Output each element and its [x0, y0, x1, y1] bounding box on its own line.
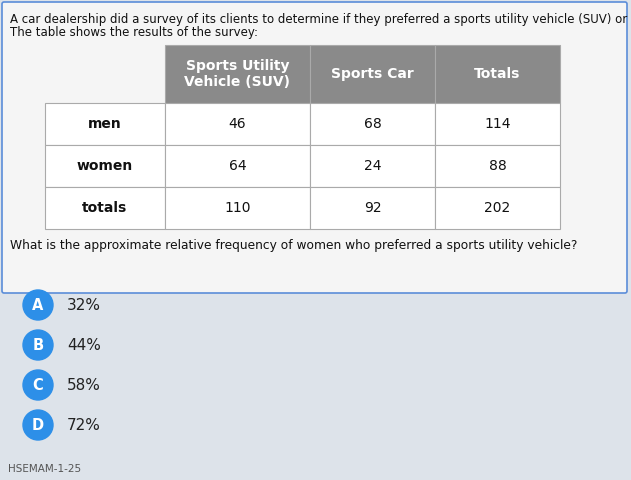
- Text: Totals: Totals: [475, 67, 521, 81]
- Bar: [435, 145, 560, 187]
- Bar: [310, 187, 435, 229]
- Text: The table shows the results of the survey:: The table shows the results of the surve…: [10, 26, 258, 39]
- Bar: [165, 103, 310, 145]
- Text: 88: 88: [488, 159, 506, 173]
- Bar: [165, 187, 310, 229]
- Text: 114: 114: [484, 117, 510, 131]
- Text: 72%: 72%: [67, 418, 101, 432]
- Text: C: C: [33, 377, 44, 393]
- Text: 44%: 44%: [67, 337, 101, 352]
- Bar: [165, 145, 310, 187]
- Text: 202: 202: [485, 201, 510, 215]
- Bar: [310, 145, 435, 187]
- Text: What is the approximate relative frequency of women who preferred a sports utili: What is the approximate relative frequen…: [10, 239, 577, 252]
- Text: 92: 92: [363, 201, 381, 215]
- Text: 58%: 58%: [67, 377, 101, 393]
- Bar: [435, 45, 560, 103]
- Text: A: A: [32, 298, 44, 312]
- Text: 64: 64: [228, 159, 246, 173]
- Text: men: men: [88, 117, 122, 131]
- Text: D: D: [32, 418, 44, 432]
- Bar: [435, 187, 560, 229]
- Bar: [45, 145, 165, 187]
- Bar: [45, 103, 165, 145]
- Bar: [435, 103, 560, 145]
- Text: HSEMAM-1-25: HSEMAM-1-25: [8, 464, 81, 474]
- Bar: [45, 187, 165, 229]
- Bar: [310, 103, 435, 145]
- Text: 32%: 32%: [67, 298, 101, 312]
- FancyBboxPatch shape: [2, 2, 627, 293]
- Text: totals: totals: [83, 201, 127, 215]
- Text: women: women: [77, 159, 133, 173]
- Text: 68: 68: [363, 117, 381, 131]
- Text: B: B: [32, 337, 44, 352]
- Text: 110: 110: [224, 201, 251, 215]
- Bar: [165, 45, 310, 103]
- Text: Sports Utility
Vehicle (SUV): Sports Utility Vehicle (SUV): [184, 59, 290, 89]
- Text: 24: 24: [363, 159, 381, 173]
- Text: A car dealership did a survey of its clients to determine if they preferred a sp: A car dealership did a survey of its cli…: [10, 13, 631, 26]
- Circle shape: [23, 370, 53, 400]
- Text: Sports Car: Sports Car: [331, 67, 414, 81]
- Text: 46: 46: [228, 117, 246, 131]
- Circle shape: [23, 410, 53, 440]
- Circle shape: [23, 330, 53, 360]
- Bar: [310, 45, 435, 103]
- Circle shape: [23, 290, 53, 320]
